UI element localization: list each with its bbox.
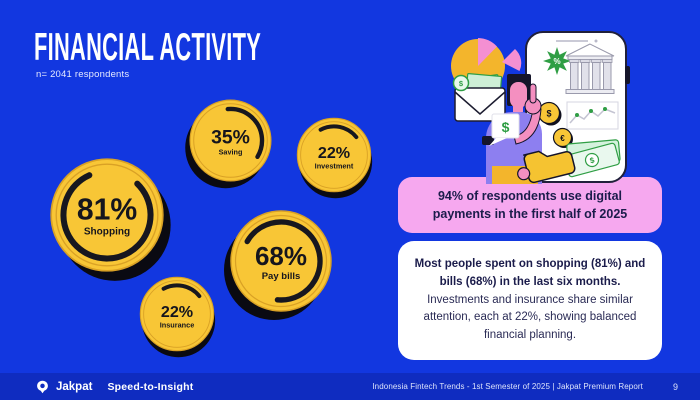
highlight-stat-box: 94% of respondents use digital payments … [398,177,662,233]
dollar-speech-bubble-icon: $ [489,113,520,146]
dollar-glyph: $ [502,119,510,135]
svg-text:Insurance: Insurance [160,321,195,330]
svg-text:Shopping: Shopping [84,227,130,238]
coin-paybills: 68% Pay bills [221,201,341,321]
footer-report-title: Indonesia Fintech Trends - 1st Semester … [372,382,643,391]
sample-size-note: n= 2041 respondents [36,69,130,80]
dollar-glyph: $ [459,79,464,88]
wallet-icon [517,150,576,184]
envelope-cash-icon: $ [452,73,506,122]
page-title: FINANCIAL ACTIVITY [34,26,262,69]
insight-body-text: Investments and insurance share similar … [423,293,637,342]
line-chart-icon [566,101,619,130]
svg-text:22%: 22% [161,303,193,321]
svg-text:Investment: Investment [315,162,354,171]
footer-report-group: Indonesia Fintech Trends - 1st Semester … [372,382,678,392]
coin-investment: 22% Investment [290,111,378,199]
fintech-illustration-svg: % [451,31,630,184]
svg-text:22%: 22% [318,144,350,162]
footer-tagline: Speed-to-Insight [107,380,194,393]
coin-insurance: 22% Insurance [133,270,221,358]
percent-starburst-icon: % [543,47,571,75]
money-bills-icon: $ [564,139,621,178]
highlight-stat-text: 94% of respondents use digital payments … [432,188,628,221]
dollar-glyph: $ [589,155,596,165]
svg-text:Pay bills: Pay bills [262,271,301,282]
svg-text:35%: 35% [211,127,250,149]
footer-bar: Jakpat Speed-to-Insight Indonesia Fintec… [0,373,700,400]
fintech-illustration: % [430,14,630,184]
coin-shopping: 81% Shopping [40,148,174,282]
coin-saving: 35% Saving [182,92,279,189]
insight-bold-text: Most people spent on shopping (81%) and … [414,258,646,288]
euro-glyph: € [560,134,565,143]
svg-text:Saving: Saving [219,148,243,157]
svg-text:68%: 68% [255,241,307,271]
footer-brand-group: Jakpat Speed-to-Insight [36,380,193,394]
dollar-coin-icon: $ [537,101,562,126]
page-number: 9 [672,381,678,392]
percent-glyph: % [553,57,560,66]
footer-brand: Jakpat [56,380,93,393]
dollar-glyph: $ [546,109,551,119]
bank-icon [565,43,615,94]
svg-text:81%: 81% [77,193,137,226]
jakpat-logo-icon [37,380,48,393]
insight-card: Most people spent on shopping (81%) and … [398,241,662,360]
